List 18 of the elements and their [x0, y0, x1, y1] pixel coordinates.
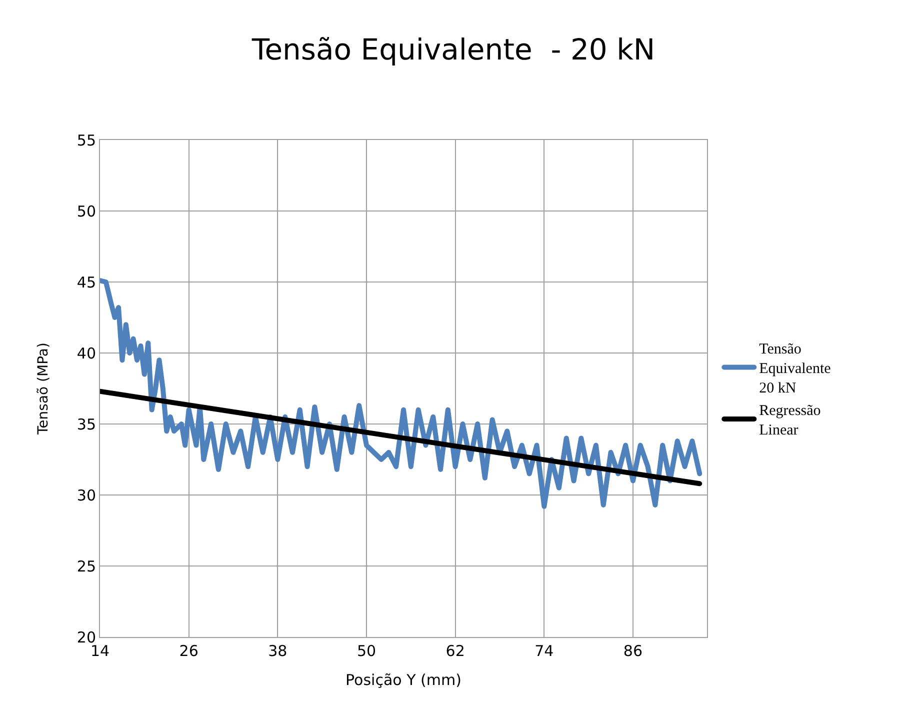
x-tick-label: 62	[446, 642, 465, 660]
legend-label: Regressão Linear	[759, 403, 821, 439]
y-axis-title: Tensaõ (MPa)	[36, 342, 52, 436]
y-tick-label: 30	[76, 486, 96, 504]
y-tick-label: 25	[76, 557, 96, 576]
x-tick-label: 38	[268, 642, 288, 660]
y-tick-label: 35	[76, 415, 96, 434]
y-tick-label: 40	[76, 344, 96, 362]
x-tick-label: 50	[356, 642, 376, 660]
chart-title: Tensão Equivalente - 20 kN	[250, 32, 656, 67]
y-tick-label: 50	[76, 202, 96, 220]
x-tick-label: 26	[179, 642, 198, 660]
x-tick-label: 86	[623, 642, 643, 660]
legend-label: Tensão Equivalente 20 kN	[759, 342, 832, 397]
y-tick-label: 45	[76, 273, 96, 292]
x-tick-label: 74	[534, 642, 554, 660]
x-axis-title: Posição Y (mm)	[346, 671, 462, 689]
y-tick-label: 55	[76, 131, 96, 150]
